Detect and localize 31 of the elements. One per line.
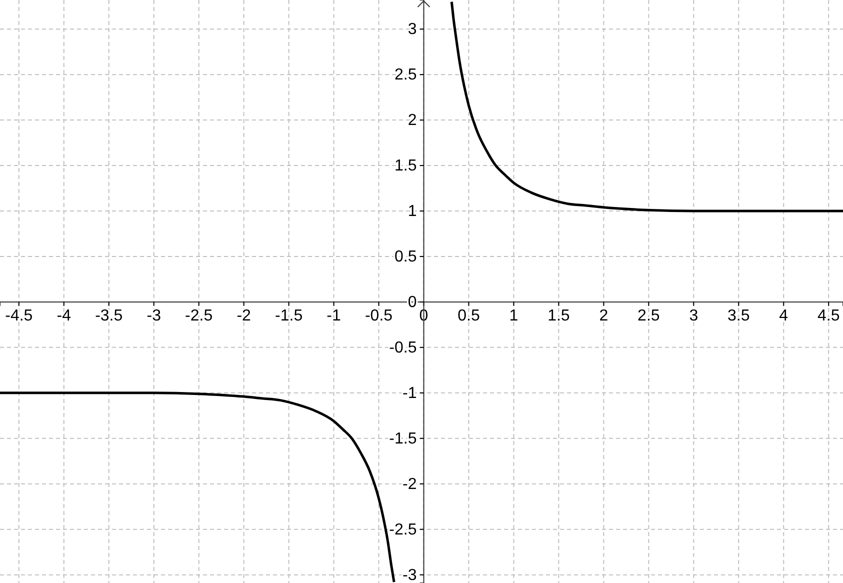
x-tick-label: -3 bbox=[146, 307, 162, 324]
x-tick-label: 1.5 bbox=[548, 307, 570, 324]
x-tick-label: -2.5 bbox=[185, 307, 213, 324]
x-tick-label: 0.5 bbox=[458, 307, 480, 324]
x-tick-label: -4 bbox=[56, 307, 72, 324]
x-tick-label: 2 bbox=[599, 307, 608, 324]
x-tick-label: 2.5 bbox=[638, 307, 660, 324]
x-tick-label: -1.5 bbox=[275, 307, 303, 324]
x-tick-label: -3.5 bbox=[95, 307, 123, 324]
x-tick-label: -0.5 bbox=[364, 307, 393, 324]
y-tick-label: 2.5 bbox=[394, 66, 417, 84]
y-tick-label: 2 bbox=[408, 112, 417, 130]
y-tick-label: 1 bbox=[408, 203, 417, 220]
x-tick-label: 1 bbox=[509, 307, 518, 324]
y-tick-label: -2.5 bbox=[389, 521, 417, 538]
y-tick-label: 0.5 bbox=[394, 248, 417, 266]
y-tick-label: -1.5 bbox=[389, 430, 417, 448]
x-tick-label: 4 bbox=[779, 307, 788, 324]
y-tick-label: 3 bbox=[408, 21, 417, 38]
y-tick-label: 1.5 bbox=[394, 158, 417, 175]
x-tick-label: 3 bbox=[689, 307, 698, 324]
x-tick-label: -1 bbox=[326, 307, 341, 324]
x-tick-label: 4.5 bbox=[817, 307, 840, 324]
x-tick-label: -4.5 bbox=[5, 307, 33, 324]
y-tick-label: -0.5 bbox=[389, 340, 417, 357]
x-tick-label: -2 bbox=[236, 307, 252, 324]
line-series bbox=[450, 0, 843, 212]
y-tick-label: -3 bbox=[402, 566, 417, 583]
y-tick-label: -2 bbox=[402, 476, 417, 493]
x-tick-label: 3.5 bbox=[728, 307, 750, 324]
y-tick-label: -1 bbox=[402, 385, 417, 402]
